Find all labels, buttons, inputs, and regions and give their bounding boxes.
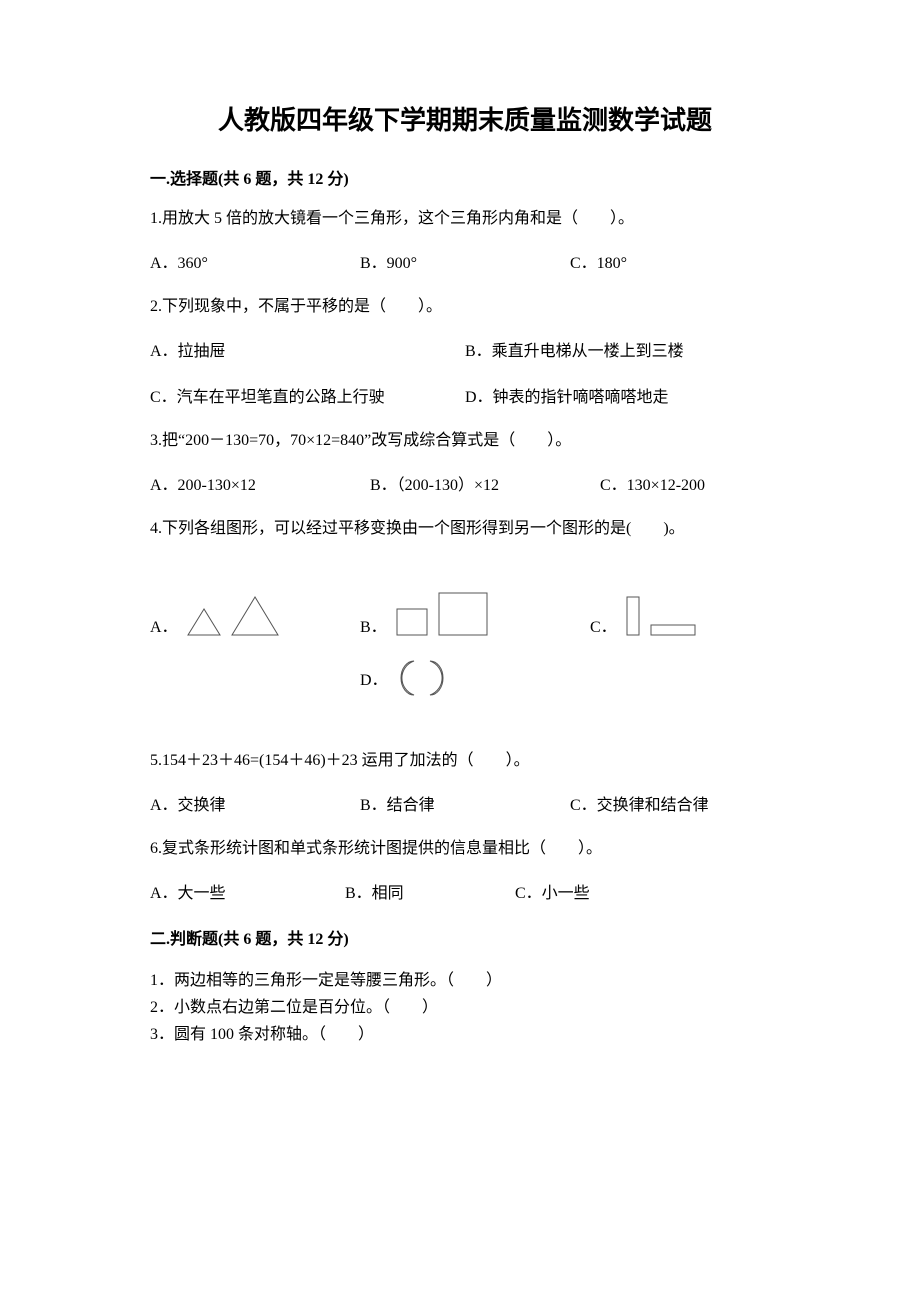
q3-opt-c: C．130×12-200 — [600, 471, 780, 495]
q1-text: 1.用放大 5 倍的放大镜看一个三角形，这个三角形内角和是（ ）。 — [150, 207, 780, 231]
q5-options: A．交换律 B．结合律 C．交换律和结合律 — [150, 791, 780, 815]
q1-options: A．360° B．900° C．180° — [150, 249, 780, 273]
q4-d-label: D． — [360, 666, 388, 690]
square-large-icon — [437, 591, 489, 637]
q2-opt-d: D．钟表的指针嘀嗒嘀嗒地走 — [465, 383, 780, 407]
exam-page: 人教版四年级下学期期末质量监测数学试题 一.选择题(共 6 题，共 12 分) … — [0, 0, 920, 1109]
rect-horizontal-icon — [649, 623, 697, 637]
rect-vertical-icon — [625, 595, 641, 637]
crescent-right-icon — [422, 657, 450, 699]
q3-opt-a: A．200-130×12 — [150, 471, 370, 495]
q1-opt-a: A．360° — [150, 249, 360, 273]
q4-b-label: B． — [360, 613, 387, 637]
s2-q1: 1．两边相等的三角形一定是等腰三角形。（ ） — [150, 967, 780, 994]
q4-opt-d: D． — [360, 657, 780, 699]
crescent-left-icon — [394, 657, 422, 699]
q1-opt-b: B．900° — [360, 249, 570, 273]
q2-text: 2.下列现象中，不属于平移的是（ ）。 — [150, 295, 780, 319]
triangle-large-icon — [230, 595, 280, 637]
page-title: 人教版四年级下学期期末质量监测数学试题 — [150, 100, 780, 137]
q6-options: A．大一些 B．相同 C．小一些 — [150, 879, 780, 903]
q6-text: 6.复式条形统计图和单式条形统计图提供的信息量相比（ ）。 — [150, 837, 780, 861]
q5-text: 5.154＋23＋46=(154＋46)＋23 运用了加法的（ ）。 — [150, 749, 780, 773]
q6-opt-c: C．小一些 — [515, 879, 780, 903]
s2-q2: 2．小数点右边第二位是百分位。（ ） — [150, 994, 780, 1021]
q5-opt-a: A．交换律 — [150, 791, 360, 815]
section1-header: 一.选择题(共 6 题，共 12 分) — [150, 165, 780, 189]
s2-q3: 3．圆有 100 条对称轴。（ ） — [150, 1021, 780, 1048]
q4-options-abc: A． B． C． — [150, 591, 780, 637]
q2-opt-a: A．拉抽屉 — [150, 337, 465, 361]
q4-a-label: A． — [150, 613, 178, 637]
q2-opt-b: B．乘直升电梯从一楼上到三楼 — [465, 337, 780, 361]
square-small-icon — [395, 607, 429, 637]
q5-opt-c: C．交换律和结合律 — [570, 791, 780, 815]
q6-opt-b: B．相同 — [345, 879, 515, 903]
q2-options-ab: A．拉抽屉 B．乘直升电梯从一楼上到三楼 — [150, 337, 780, 361]
section2-header: 二.判断题(共 6 题，共 12 分) — [150, 925, 780, 949]
q4-opt-c: C． — [590, 595, 780, 637]
q4-c-label: C． — [590, 613, 617, 637]
q4-opt-a: A． — [150, 595, 360, 637]
q1-opt-c: C．180° — [570, 249, 780, 273]
q3-opt-b: B．（200-130）×12 — [370, 471, 600, 495]
q2-opt-c: C．汽车在平坦笔直的公路上行驶 — [150, 383, 465, 407]
q4-opt-b: B． — [360, 591, 590, 637]
q3-text: 3.把“200－130=70，70×12=840”改写成综合算式是（ ）。 — [150, 429, 780, 453]
q2-options-cd: C．汽车在平坦笔直的公路上行驶 D．钟表的指针嘀嗒嘀嗒地走 — [150, 383, 780, 407]
q3-options: A．200-130×12 B．（200-130）×12 C．130×12-200 — [150, 471, 780, 495]
triangle-small-icon — [186, 607, 222, 637]
q4-text: 4.下列各组图形，可以经过平移变换由一个图形得到另一个图形的是( )。 — [150, 517, 780, 541]
q5-opt-b: B．结合律 — [360, 791, 570, 815]
q6-opt-a: A．大一些 — [150, 879, 345, 903]
